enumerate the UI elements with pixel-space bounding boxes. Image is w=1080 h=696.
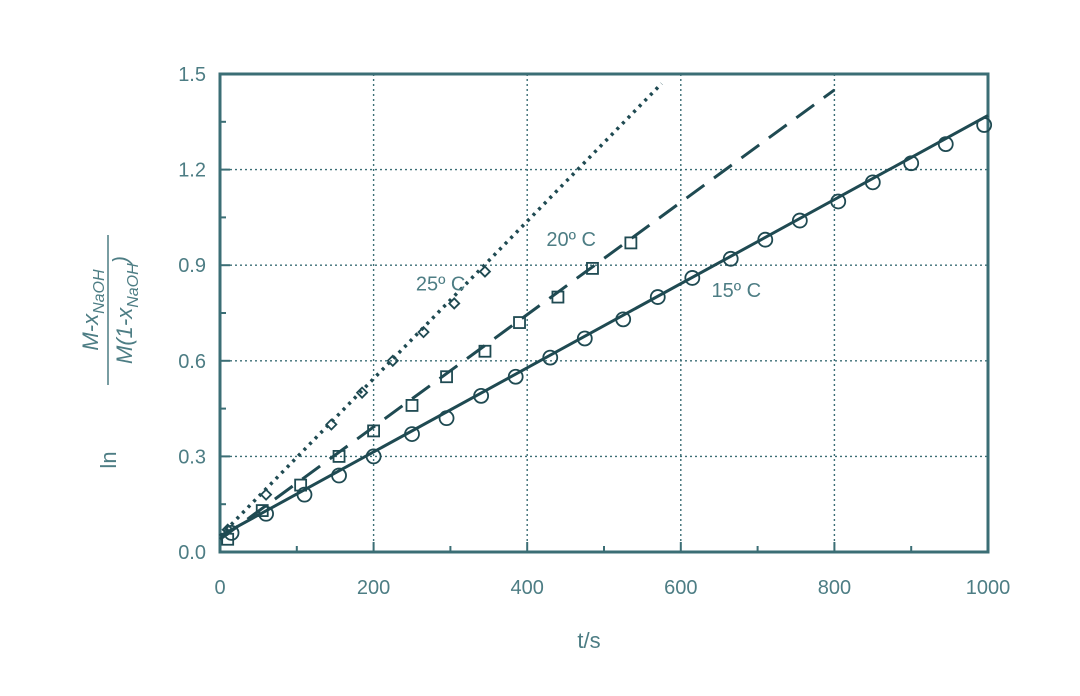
x-axis-label: t/s: [577, 628, 600, 653]
point-s1-3: [332, 449, 346, 463]
y-tick-label-3: 0.9: [178, 255, 206, 277]
point-s1-8: [513, 316, 526, 329]
x-tick-label-0: 0: [214, 577, 225, 599]
data-points: [221, 117, 993, 546]
point-s1-6: [440, 370, 453, 384]
fit-lines: [218, 82, 989, 541]
point-s1-9: [551, 290, 565, 304]
y-label-denominator: M(1-xNaOH): [108, 256, 142, 364]
x-tick-label-1: 200: [357, 577, 390, 599]
point-s0-1: [259, 488, 273, 501]
point-s1-11: [624, 236, 638, 250]
point-s2-11: [615, 311, 632, 328]
point-s2-9: [542, 349, 559, 366]
y-label-numerator-sub: NaOH: [91, 269, 108, 314]
point-s2-20: [937, 136, 954, 153]
y-tick-label-2: 0.6: [178, 351, 206, 373]
point-s2-7: [473, 387, 490, 404]
point-s1-2: [294, 478, 308, 492]
point-s2-18: [864, 174, 881, 191]
fit-line-0: [218, 82, 663, 538]
point-s1-7: [478, 344, 492, 358]
series-labels: 25º C 20º C 15º C: [416, 229, 761, 302]
point-s2-4: [365, 448, 382, 465]
point-s2-15: [757, 231, 774, 248]
y-axis-label: ln M-xNaOH M(1-xNaOH): [78, 235, 142, 469]
point-s1-4: [367, 424, 381, 438]
point-s2-0: [223, 524, 240, 541]
point-s1-1: [255, 504, 269, 517]
x-tick-label-4: 800: [818, 577, 851, 599]
point-s2-2: [296, 486, 313, 503]
point-s0-2: [325, 418, 338, 431]
point-s2-3: [331, 467, 347, 484]
y-label-numerator: M-xNaOH: [78, 269, 108, 351]
point-s2-14: [722, 250, 739, 267]
y-label-denominator-close: ): [108, 256, 133, 266]
point-s2-10: [576, 330, 593, 347]
point-s2-5: [404, 426, 420, 442]
tick-labels: 0 200 400 600 800 1000 0.0 0.3 0.6 0.9 1.2 1.5: [178, 64, 1010, 599]
fit-line-1: [219, 88, 836, 541]
series-label-1: 20º C: [546, 229, 596, 251]
point-s0-6: [447, 297, 461, 310]
point-s2-12: [649, 289, 666, 305]
point-s0-5: [417, 325, 430, 339]
point-s0-7: [478, 265, 492, 278]
y-label-prefix: ln: [96, 451, 121, 468]
point-s2-6: [438, 410, 455, 427]
y-label-denominator-main: M(1-x: [112, 307, 137, 364]
x-tick-label-2: 400: [511, 577, 544, 599]
point-s2-17: [830, 193, 847, 210]
y-label-numerator-main: M-x: [78, 313, 103, 351]
series-label-0: 25º C: [416, 274, 466, 296]
point-s1-10: [586, 261, 599, 275]
point-s2-13: [684, 270, 701, 286]
y-tick-label-5: 1.5: [178, 64, 206, 86]
point-s2-21: [976, 117, 993, 133]
point-s0-4: [386, 354, 400, 368]
series-label-2: 15º C: [712, 280, 762, 302]
x-tick-label-3: 600: [664, 577, 697, 599]
axis-ticks: [220, 120, 913, 552]
point-s2-1: [258, 505, 274, 522]
point-s1-5: [405, 399, 419, 412]
point-s0-3: [355, 386, 369, 399]
y-label-denominator-sub: NaOH: [125, 263, 142, 308]
fit-line-2: [219, 114, 989, 538]
point-s2-16: [791, 212, 808, 229]
grid-lines: [220, 74, 988, 552]
y-tick-label-1: 0.3: [178, 446, 206, 468]
y-tick-label-0: 0.0: [178, 542, 206, 564]
x-tick-label-5: 1000: [966, 577, 1011, 599]
point-s2-19: [903, 155, 920, 172]
point-s2-8: [507, 368, 524, 385]
point-s0-0: [221, 523, 234, 536]
y-tick-label-4: 1.2: [178, 160, 206, 182]
